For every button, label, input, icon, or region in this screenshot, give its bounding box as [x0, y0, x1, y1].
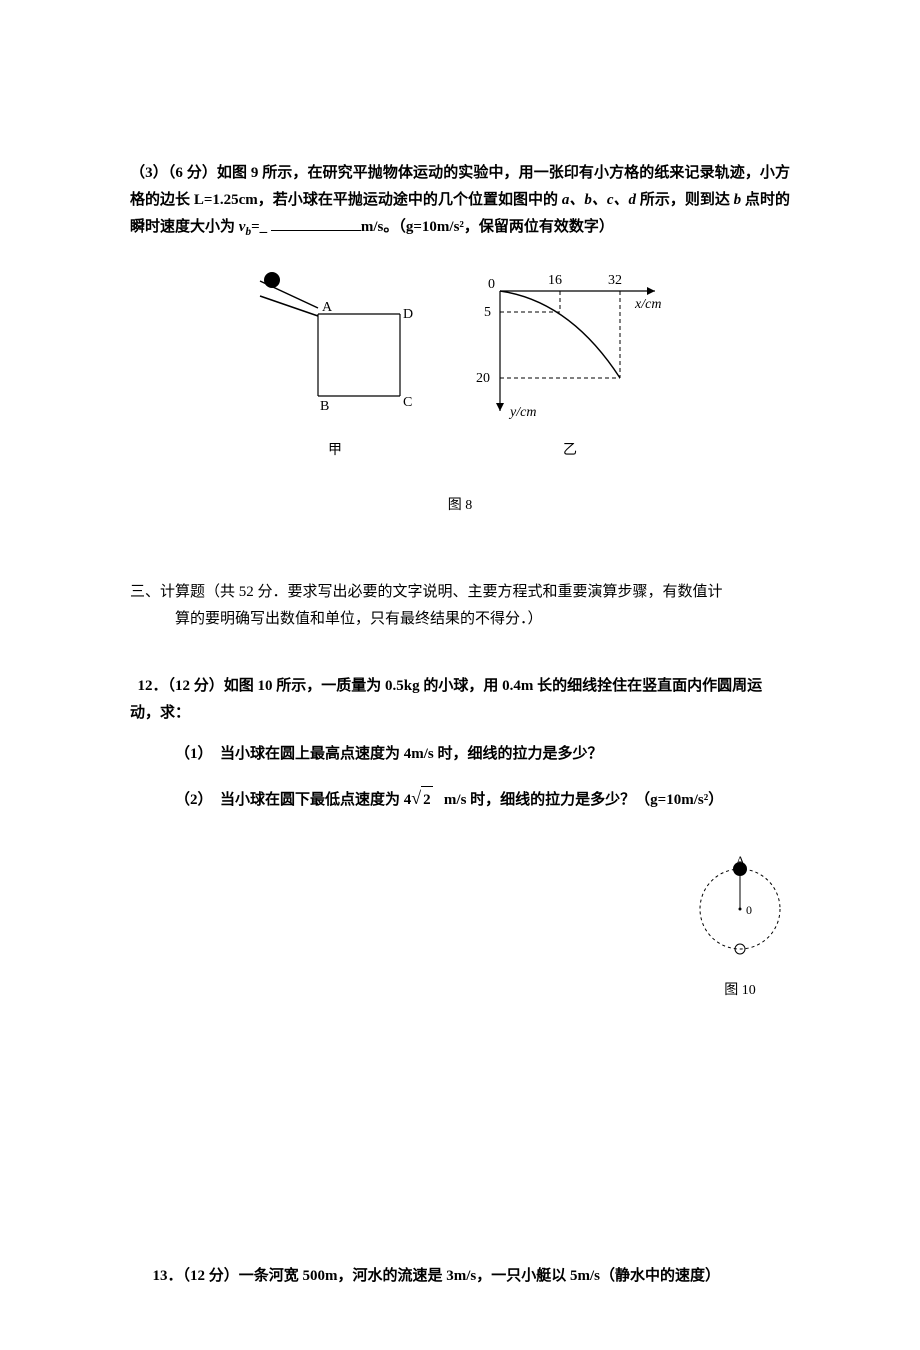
- ylabel: y/cm: [508, 405, 536, 420]
- figure-8-left: A D B C 甲: [250, 266, 420, 463]
- q3-paragraph: （3）（6 分）如图 9 所示，在研究平抛物体运动的实验中，用一张印有小方格的纸…: [130, 160, 790, 242]
- label-D: D: [403, 307, 413, 322]
- figure-8-right: 0 16 32 x/cm 5 20 y/cm 乙: [470, 266, 670, 463]
- figure-8-caption: 图 8: [130, 493, 790, 518]
- axis-y5: 5: [484, 305, 491, 320]
- q3-blank: [271, 216, 361, 231]
- axis-16: 16: [548, 273, 562, 288]
- fig10-center: 0: [746, 903, 752, 917]
- q12: 12．（12 分）如图 10 所示，一质量为 0.5kg 的小球，用 0.4m …: [130, 673, 790, 814]
- fig-left-subcap: 甲: [250, 438, 420, 463]
- figure-8-right-svg: 0 16 32 x/cm 5 20 y/cm: [470, 266, 670, 426]
- label-B: B: [320, 399, 329, 414]
- q3-abcd: a、b、c、d: [562, 192, 636, 208]
- section-3-header: 三、计算题（共 52 分．要求写出必要的文字说明、主要方程式和重要演算步骤，有数…: [130, 579, 790, 633]
- q12-sub2: （2） 当小球在圆下最低点速度为 4√2 m/s 时，细线的拉力是多少？（g=1…: [130, 782, 790, 814]
- sqrt-icon: √2: [411, 782, 432, 814]
- q13-text: 13．（12 分）一条河宽 500m，河水的流速是 3m/s，一只小艇以 5m/…: [153, 1268, 721, 1284]
- axis-32: 32: [608, 273, 622, 288]
- q3-part1: （3）（6 分）如图 9 所示，在研究平抛物体运动的实验中，用一张印有小方格的纸…: [130, 165, 790, 235]
- xlabel: x/cm: [634, 297, 661, 312]
- figure-10-svg: A 0: [690, 854, 790, 964]
- section-3-line1: 三、计算题（共 52 分．要求写出必要的文字说明、主要方程式和重要演算步骤，有数…: [130, 579, 790, 606]
- label-C: C: [403, 395, 412, 410]
- label-A: A: [322, 300, 333, 315]
- figure-10-area: A 0 图 10: [130, 854, 790, 1003]
- axis-origin: 0: [488, 277, 495, 292]
- figure-10: A 0 图 10: [690, 854, 790, 1003]
- q13: 13．（12 分）一条河宽 500m，河水的流速是 3m/s，一只小艇以 5m/…: [130, 1263, 790, 1290]
- q12-sub1: （1） 当小球在圆上最高点速度为 4m/s 时，细线的拉力是多少？: [130, 741, 790, 768]
- figure-8-area: A D B C 甲 0 16 32 x/cm 5 20 y/cm: [130, 266, 790, 463]
- figure-8-left-svg: A D B C: [250, 266, 420, 426]
- fig-right-subcap: 乙: [470, 438, 670, 463]
- axis-y20: 20: [476, 371, 490, 386]
- section-3-line2: 算的要明确写出数值和单位，只有最终结果的不得分．）: [130, 606, 790, 633]
- figure-10-caption: 图 10: [690, 978, 790, 1003]
- q12-intro: 12．（12 分）如图 10 所示，一质量为 0.5kg 的小球，用 0.4m …: [130, 673, 790, 727]
